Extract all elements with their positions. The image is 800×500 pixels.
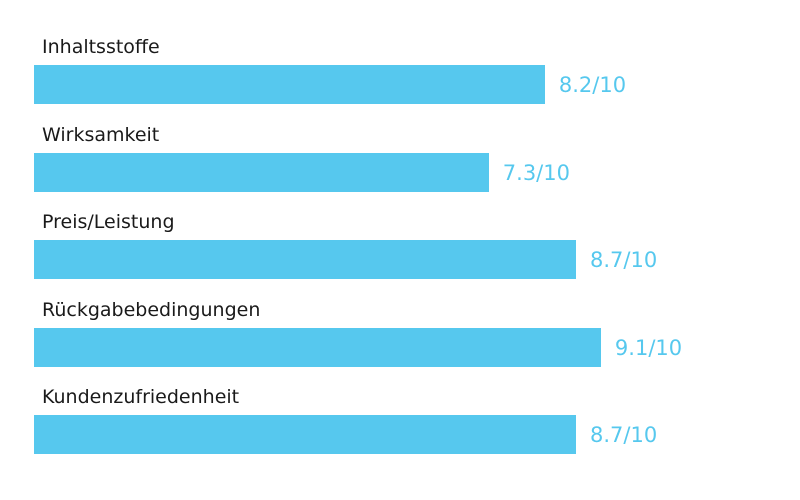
- category-label: Kundenzufriedenheit: [42, 386, 240, 408]
- bar: [34, 240, 576, 279]
- category-label: Wirksamkeit: [42, 123, 160, 146]
- chart-row: Preis/Leistung 8.7/10: [34, 210, 774, 298]
- bar: [34, 65, 545, 104]
- value-label: 8.7/10: [590, 423, 658, 447]
- chart-row: Wirksamkeit 7.3/10: [34, 123, 774, 211]
- chart-row: Kundenzufriedenheit 8.7/10: [34, 385, 774, 473]
- category-label: Preis/Leistung: [42, 211, 175, 233]
- category-label: Rückgabebedingungen: [42, 298, 261, 321]
- value-label: 9.1/10: [614, 335, 683, 360]
- chart-row: Inhaltsstoffe 8.2/10: [34, 35, 774, 123]
- value-label: 8.2/10: [558, 73, 627, 97]
- bar: [34, 327, 601, 367]
- chart-row: Rückgabebedingungen 9.1/10: [34, 298, 774, 386]
- bar: [34, 415, 576, 454]
- value-label: 8.7/10: [590, 248, 658, 272]
- value-label: 7.3/10: [502, 160, 570, 185]
- bar: [34, 152, 489, 192]
- category-label: Inhaltsstoffe: [42, 36, 160, 58]
